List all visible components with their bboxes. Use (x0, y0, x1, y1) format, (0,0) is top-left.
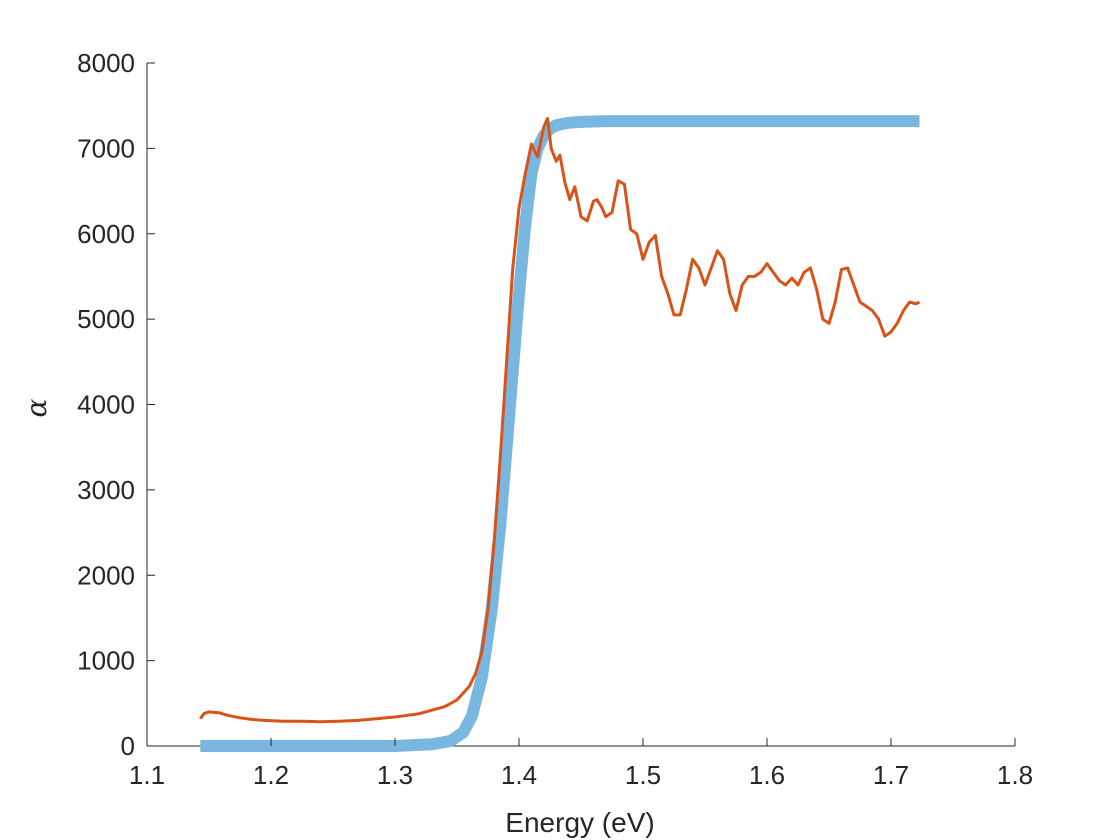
x-axis-title: Energy (eV) (505, 807, 654, 838)
measured-line-series (199, 117, 921, 724)
y-tick-label: 3000 (77, 475, 135, 505)
y-tick-label: 8000 (77, 48, 135, 78)
x-tick-label: 1.3 (377, 760, 413, 790)
x-tick-label: 1.5 (625, 760, 661, 790)
axes (146, 63, 1015, 747)
y-tick-label: 6000 (77, 219, 135, 249)
x-tick-label: 1.7 (873, 760, 909, 790)
x-tick-label: 1.1 (129, 760, 165, 790)
ticks-layer: 1.1 1.2 1.3 1.4 1.5 1.6 1.7 1.8 0 1000 2000 3000 400… (77, 48, 1033, 790)
x-tick-label: 1.4 (501, 760, 537, 790)
x-tick-label: 1.2 (253, 760, 289, 790)
y-tick-label: 1000 (77, 646, 135, 676)
fit-line-series (200, 115, 920, 752)
x-tick-label: 1.8 (997, 760, 1033, 790)
x-tick-label: 1.6 (749, 760, 785, 790)
y-tick-label: 4000 (77, 390, 135, 420)
series-layer (199, 115, 921, 752)
y-tick-label: 5000 (77, 304, 135, 334)
y-tick-label: 7000 (77, 133, 135, 163)
y-axis-title: α (20, 398, 53, 417)
y-tick-label: 2000 (77, 560, 135, 590)
y-tick-label: 0 (121, 731, 135, 761)
